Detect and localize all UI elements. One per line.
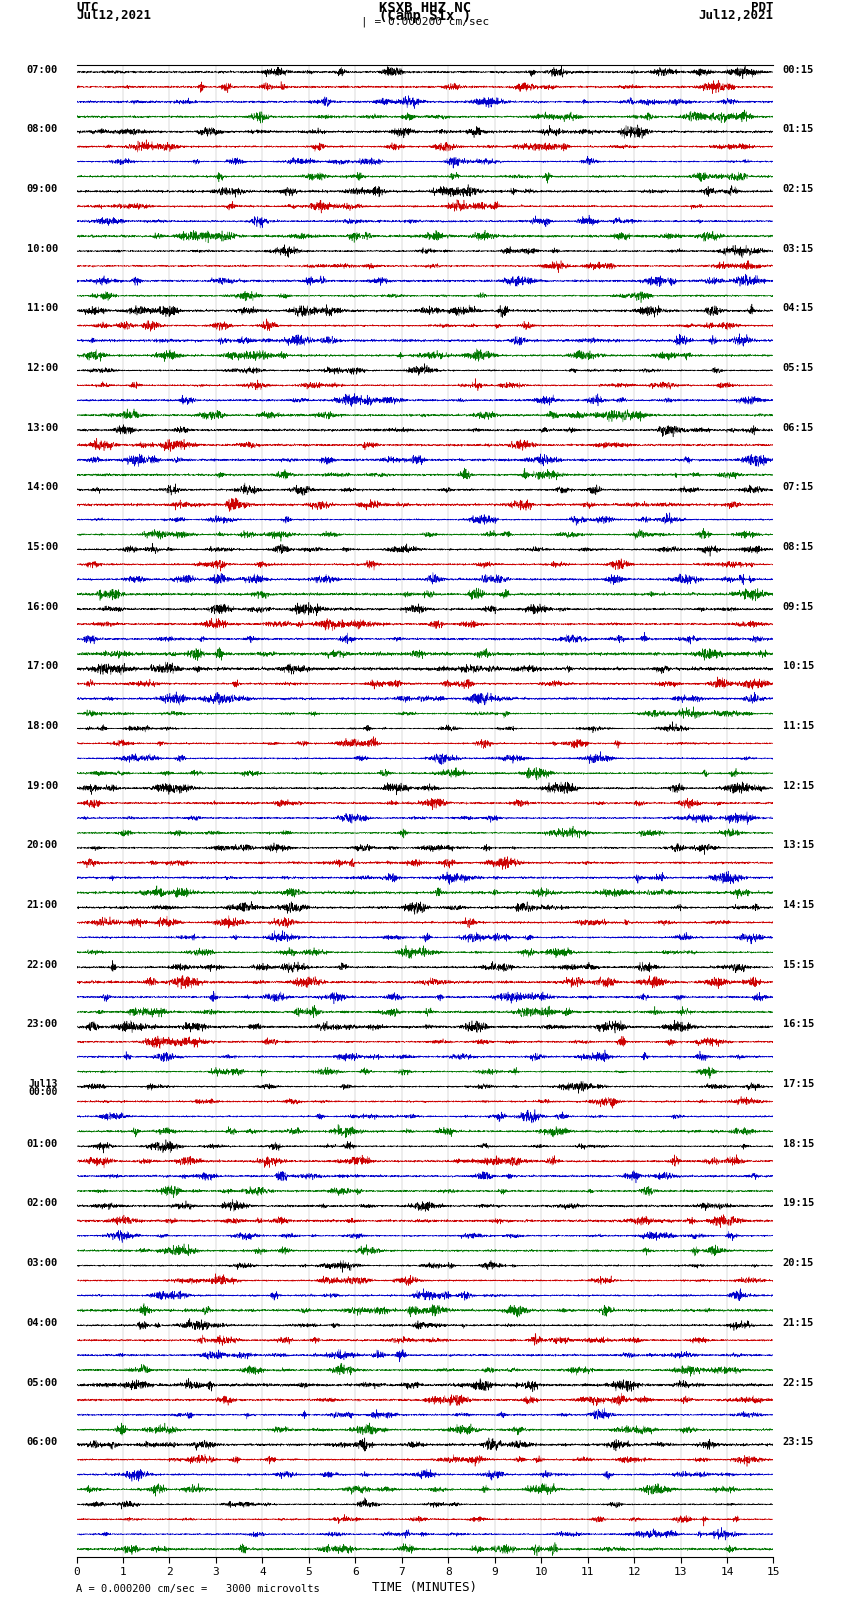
Text: 12:00: 12:00 <box>26 363 58 373</box>
Text: UTC: UTC <box>76 0 99 15</box>
Text: 14:00: 14:00 <box>26 482 58 492</box>
Text: 19:00: 19:00 <box>26 781 58 790</box>
Text: 11:15: 11:15 <box>783 721 814 731</box>
Text: 06:00: 06:00 <box>26 1437 58 1447</box>
Text: 19:15: 19:15 <box>783 1198 814 1208</box>
Text: 20:15: 20:15 <box>783 1258 814 1268</box>
Text: 16:15: 16:15 <box>783 1019 814 1029</box>
Text: Jul12,2021: Jul12,2021 <box>699 10 774 23</box>
Text: 09:00: 09:00 <box>26 184 58 194</box>
Text: 00:00: 00:00 <box>29 1087 58 1097</box>
Text: 01:00: 01:00 <box>26 1139 58 1148</box>
Text: 23:00: 23:00 <box>26 1019 58 1029</box>
Text: 18:00: 18:00 <box>26 721 58 731</box>
Text: 08:15: 08:15 <box>783 542 814 552</box>
Text: 11:00: 11:00 <box>26 303 58 313</box>
Text: 08:00: 08:00 <box>26 124 58 134</box>
Text: 13:00: 13:00 <box>26 423 58 432</box>
Text: 16:00: 16:00 <box>26 602 58 611</box>
Text: 02:15: 02:15 <box>783 184 814 194</box>
Text: Jul13: Jul13 <box>29 1079 58 1089</box>
Text: 14:15: 14:15 <box>783 900 814 910</box>
Text: 06:15: 06:15 <box>783 423 814 432</box>
Text: 00:15: 00:15 <box>783 65 814 74</box>
Text: (Camp Six ): (Camp Six ) <box>379 10 471 23</box>
X-axis label: TIME (MINUTES): TIME (MINUTES) <box>372 1581 478 1594</box>
Text: 02:00: 02:00 <box>26 1198 58 1208</box>
Text: | = 0.000200 cm/sec: | = 0.000200 cm/sec <box>361 18 489 27</box>
Text: 20:00: 20:00 <box>26 840 58 850</box>
Text: 03:00: 03:00 <box>26 1258 58 1268</box>
Text: 01:15: 01:15 <box>783 124 814 134</box>
Text: 13:15: 13:15 <box>783 840 814 850</box>
Text: 21:15: 21:15 <box>783 1318 814 1327</box>
Text: 23:15: 23:15 <box>783 1437 814 1447</box>
Text: Jul12,2021: Jul12,2021 <box>76 10 151 23</box>
Text: 07:15: 07:15 <box>783 482 814 492</box>
Text: 07:00: 07:00 <box>26 65 58 74</box>
Text: 03:15: 03:15 <box>783 244 814 253</box>
Text: 10:15: 10:15 <box>783 661 814 671</box>
Text: 15:15: 15:15 <box>783 960 814 969</box>
Text: 15:00: 15:00 <box>26 542 58 552</box>
Text: 21:00: 21:00 <box>26 900 58 910</box>
Text: 22:15: 22:15 <box>783 1378 814 1387</box>
Text: A = 0.000200 cm/sec =   3000 microvolts: A = 0.000200 cm/sec = 3000 microvolts <box>76 1584 320 1594</box>
Text: PDT: PDT <box>751 0 774 15</box>
Text: 05:00: 05:00 <box>26 1378 58 1387</box>
Text: 10:00: 10:00 <box>26 244 58 253</box>
Text: 18:15: 18:15 <box>783 1139 814 1148</box>
Text: 04:15: 04:15 <box>783 303 814 313</box>
Text: 05:15: 05:15 <box>783 363 814 373</box>
Text: 04:00: 04:00 <box>26 1318 58 1327</box>
Text: 12:15: 12:15 <box>783 781 814 790</box>
Text: 09:15: 09:15 <box>783 602 814 611</box>
Text: KSXB HHZ NC: KSXB HHZ NC <box>379 0 471 15</box>
Text: 17:00: 17:00 <box>26 661 58 671</box>
Text: 17:15: 17:15 <box>783 1079 814 1089</box>
Text: 22:00: 22:00 <box>26 960 58 969</box>
